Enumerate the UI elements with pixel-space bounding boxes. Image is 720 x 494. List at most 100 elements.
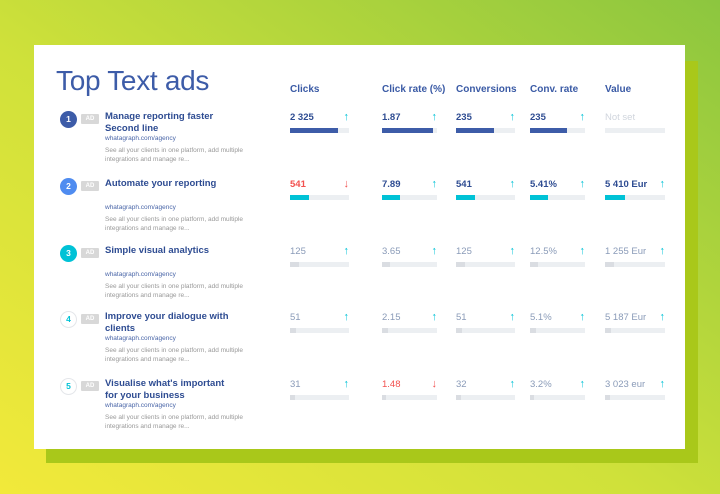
metric-value: 235 — [456, 112, 472, 123]
ad-badge: AD — [81, 181, 99, 191]
progress-track — [456, 128, 515, 133]
progress-track — [530, 328, 585, 333]
progress-fill — [290, 328, 296, 333]
progress-fill — [456, 262, 465, 267]
arrow-up-icon: ↑ — [343, 111, 350, 123]
ad-badge: AD — [81, 114, 99, 124]
metric-conv-rate: 5.41% ↑ — [530, 177, 585, 207]
arrow-up-icon: ↑ — [509, 311, 516, 323]
rank-badge: 4 — [60, 311, 77, 328]
progress-track — [382, 395, 437, 400]
progress-track — [290, 262, 349, 267]
metric-value: 5 187 Eur — [605, 312, 647, 323]
arrow-up-icon: ↑ — [431, 245, 438, 257]
ad-title-line: Simple visual analytics — [105, 245, 210, 256]
metric-click-rate: 7.89 ↑ — [382, 177, 437, 207]
arrow-up-icon: ↑ — [509, 378, 516, 390]
ad-url[interactable]: whatagraph.com/agency — [105, 135, 176, 142]
arrow-up-icon: ↑ — [579, 178, 586, 190]
metric-value: 3.2% — [530, 379, 552, 390]
progress-track — [382, 262, 437, 267]
metric-value: 541 — [290, 179, 306, 190]
table-row: 5 AD Visualise what's important for your bu… — [34, 374, 685, 440]
metric-conversions: 125 ↑ — [456, 244, 515, 274]
progress-track — [382, 195, 437, 200]
ad-url[interactable]: whatagraph.com/agency — [105, 271, 176, 278]
metric-clicks: 31 ↑ — [290, 377, 349, 407]
progress-track — [456, 328, 515, 333]
progress-track — [382, 128, 437, 133]
metric-value: 5 410 Eur ↑ — [605, 177, 665, 207]
metric-value: 1.48 — [382, 379, 401, 390]
ad-title-line: for your business — [105, 390, 185, 401]
top-text-ads-card: Top Text ads Clicks Click rate (%) Conve… — [34, 45, 685, 449]
arrow-up-icon: ↑ — [659, 245, 666, 257]
progress-track — [530, 395, 585, 400]
ad-badge: AD — [81, 314, 99, 324]
metric-value: 32 — [456, 379, 467, 390]
ad-description: See all your clients in one platform, ad… — [105, 283, 244, 299]
ad-description: See all your clients in one platform, ad… — [105, 414, 244, 430]
progress-fill — [530, 128, 568, 133]
metric-value: 235 — [530, 112, 546, 123]
progress-track — [456, 262, 515, 267]
rank-badge: 2 — [60, 178, 77, 195]
ad-title[interactable]: Automate your reporting — [105, 178, 235, 190]
progress-fill — [530, 395, 535, 400]
progress-track — [605, 395, 665, 400]
ad-badge: AD — [81, 381, 99, 391]
ad-url[interactable]: whatagraph.com/agency — [105, 204, 176, 211]
card-title: Top Text ads — [56, 65, 210, 96]
ad-title-line: Visualise what's important — [105, 378, 225, 389]
progress-fill — [530, 195, 549, 200]
arrow-up-icon: ↑ — [431, 311, 438, 323]
metric-conv-rate: 3.2% ↑ — [530, 377, 585, 407]
table-row: 4 AD Improve your dialogue with clients what… — [34, 307, 685, 373]
arrow-up-icon: ↑ — [659, 178, 666, 190]
ad-title[interactable]: Simple visual analytics — [105, 245, 235, 257]
arrow-up-icon: ↑ — [509, 111, 516, 123]
progress-track — [605, 328, 665, 333]
arrow-up-icon: ↑ — [431, 178, 438, 190]
metric-click-rate: 3.65 ↑ — [382, 244, 437, 274]
metric-value: 3.65 — [382, 246, 401, 257]
progress-track — [290, 195, 349, 200]
ad-badge: AD — [81, 248, 99, 258]
metric-value: 125 — [456, 246, 472, 257]
progress-track — [290, 128, 349, 133]
column-header-value: Value — [605, 84, 632, 95]
metric-conversions: 235 ↑ — [456, 110, 515, 140]
progress-fill — [382, 328, 388, 333]
metric-click-rate: 2.15 ↑ — [382, 310, 437, 340]
progress-fill — [456, 195, 476, 200]
progress-fill — [530, 328, 536, 333]
progress-track — [530, 195, 585, 200]
metric-clicks: 541 ↓ — [290, 177, 349, 207]
ad-url[interactable]: whatagraph.com/agency — [105, 402, 176, 409]
progress-fill — [530, 262, 539, 267]
metric-clicks: 2 325 ↑ — [290, 110, 349, 140]
progress-fill — [605, 328, 611, 333]
column-header-clicks: Clicks — [290, 84, 320, 95]
arrow-up-icon: ↑ — [579, 311, 586, 323]
metric-value: 51 — [456, 312, 467, 323]
progress-fill — [456, 395, 461, 400]
metric-clicks: 51 ↑ — [290, 310, 349, 340]
progress-track — [382, 328, 437, 333]
ad-title-line: Improve your dialogue with — [105, 311, 229, 322]
metric-value: 51 — [290, 312, 301, 323]
arrow-up-icon: ↑ — [509, 178, 516, 190]
metric-value: Not set — [605, 110, 665, 140]
ad-url[interactable]: whatagraph.com/agency — [105, 335, 176, 342]
progress-fill — [456, 328, 462, 333]
ad-title[interactable]: Improve your dialogue with clients — [105, 311, 235, 335]
progress-track — [290, 395, 349, 400]
progress-track — [605, 195, 665, 200]
progress-track — [456, 195, 515, 200]
metric-clicks: 125 ↑ — [290, 244, 349, 274]
ad-title[interactable]: Manage reporting faster Second line — [105, 111, 235, 135]
ad-title[interactable]: Visualise what's important for your busin… — [105, 378, 235, 402]
progress-fill — [290, 395, 295, 400]
metric-value: 1 255 Eur — [605, 246, 647, 257]
arrow-up-icon: ↑ — [343, 378, 350, 390]
